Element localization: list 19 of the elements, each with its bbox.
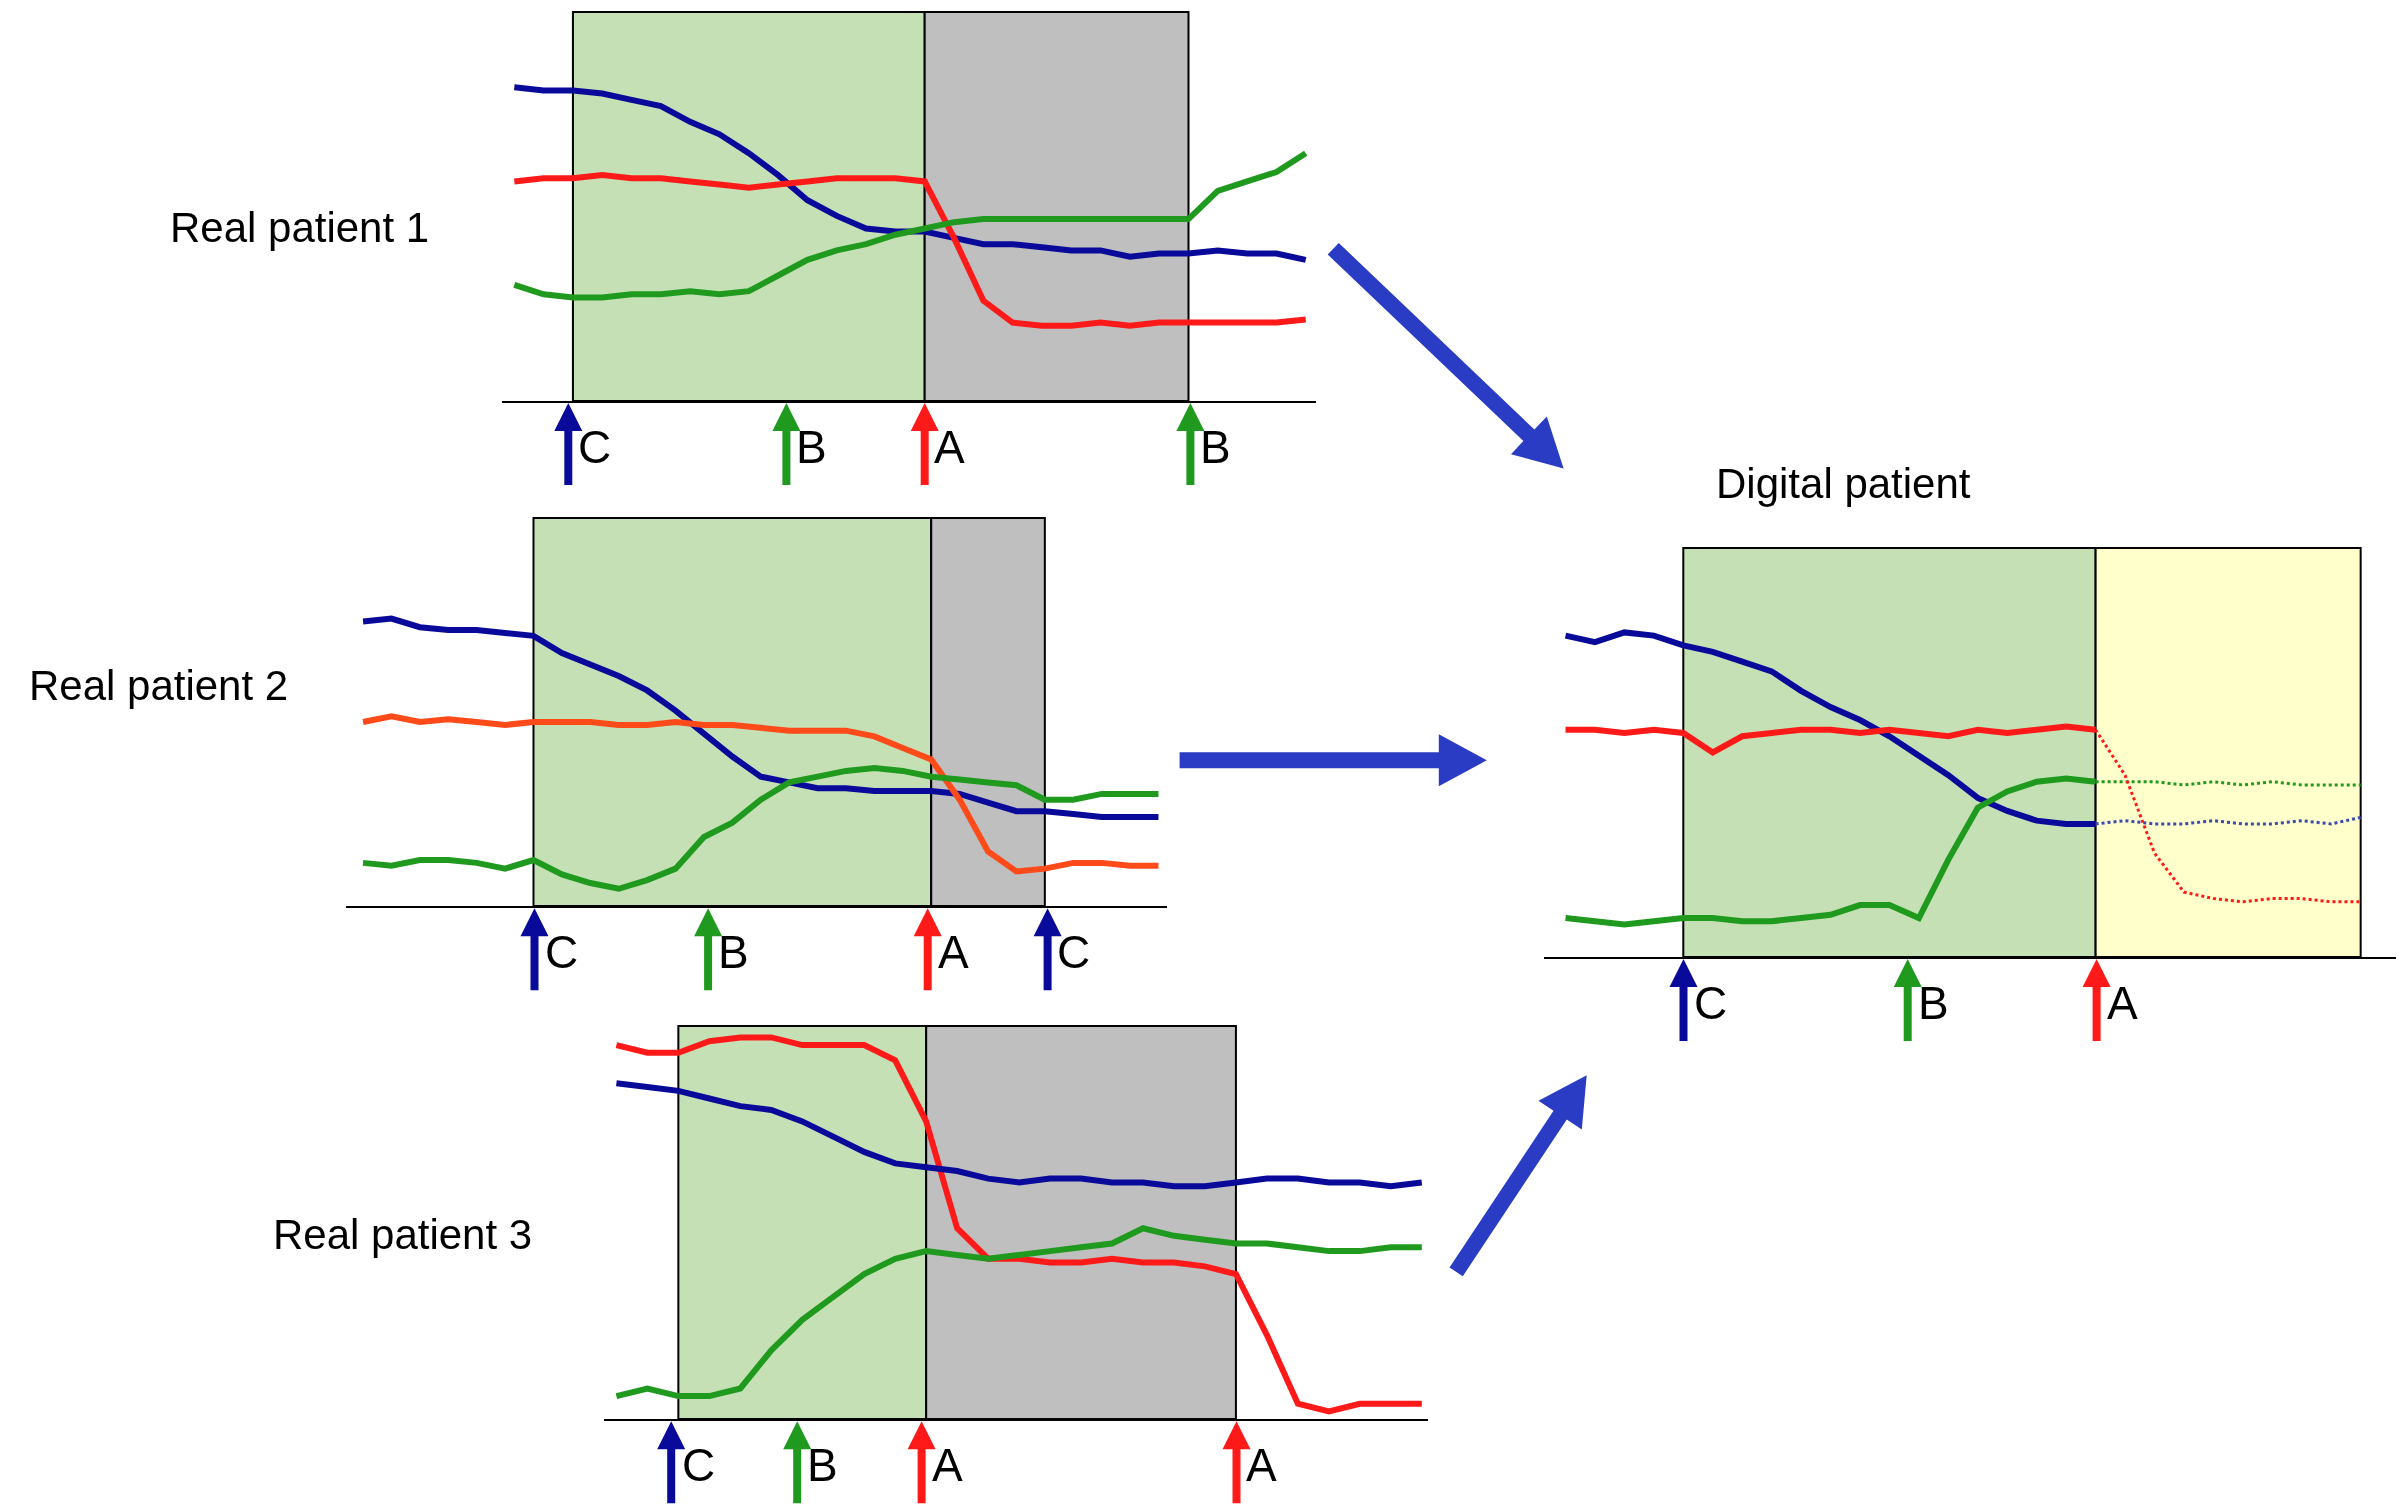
- text: C: [682, 1439, 716, 1491]
- text: B: [796, 421, 827, 473]
- text: Real patient 1: [170, 204, 430, 251]
- text: C: [1057, 926, 1091, 978]
- text: A: [932, 1439, 963, 1491]
- text: B: [807, 1439, 838, 1491]
- text: A: [1246, 1439, 1277, 1491]
- text: C: [578, 421, 612, 473]
- text: B: [1200, 421, 1231, 473]
- chart-title: Digital patient: [1716, 460, 1971, 507]
- text: B: [1918, 977, 1949, 1029]
- text: C: [545, 926, 579, 978]
- text: C: [1694, 977, 1728, 1029]
- text: Real patient 2: [29, 662, 289, 709]
- text: A: [2107, 977, 2138, 1029]
- text: B: [718, 926, 749, 978]
- text: A: [938, 926, 969, 978]
- text: Real patient 3: [273, 1211, 533, 1258]
- text: A: [934, 421, 965, 473]
